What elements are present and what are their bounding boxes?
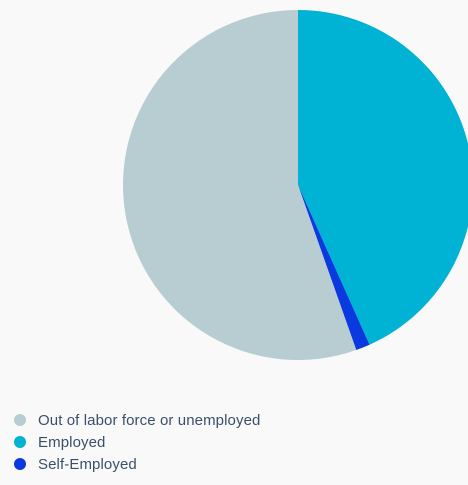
legend-label-employed: Employed	[38, 433, 106, 451]
legend-swatch-employed	[14, 436, 26, 448]
legend-swatch-self-employed	[14, 458, 26, 470]
pie-slice-out-of-labor-force-or-unemployed[interactable]	[122, 9, 357, 360]
pie-chart-svg	[122, 9, 468, 360]
pie-slice-self-employed[interactable]	[298, 185, 370, 351]
legend-item-employed[interactable]: Employed	[14, 432, 261, 452]
legend-label-out-of-labor-force: Out of labor force or unemployed	[38, 411, 261, 429]
legend: Out of labor force or unemployed Employe…	[14, 410, 261, 476]
pie-chart	[122, 9, 468, 360]
legend-item-self-employed[interactable]: Self-Employed	[14, 454, 261, 474]
pie-slice-employed[interactable]	[298, 10, 468, 345]
legend-label-self-employed: Self-Employed	[38, 455, 137, 473]
legend-swatch-out-of-labor-force	[14, 414, 26, 426]
legend-item-out-of-labor-force[interactable]: Out of labor force or unemployed	[14, 410, 261, 430]
